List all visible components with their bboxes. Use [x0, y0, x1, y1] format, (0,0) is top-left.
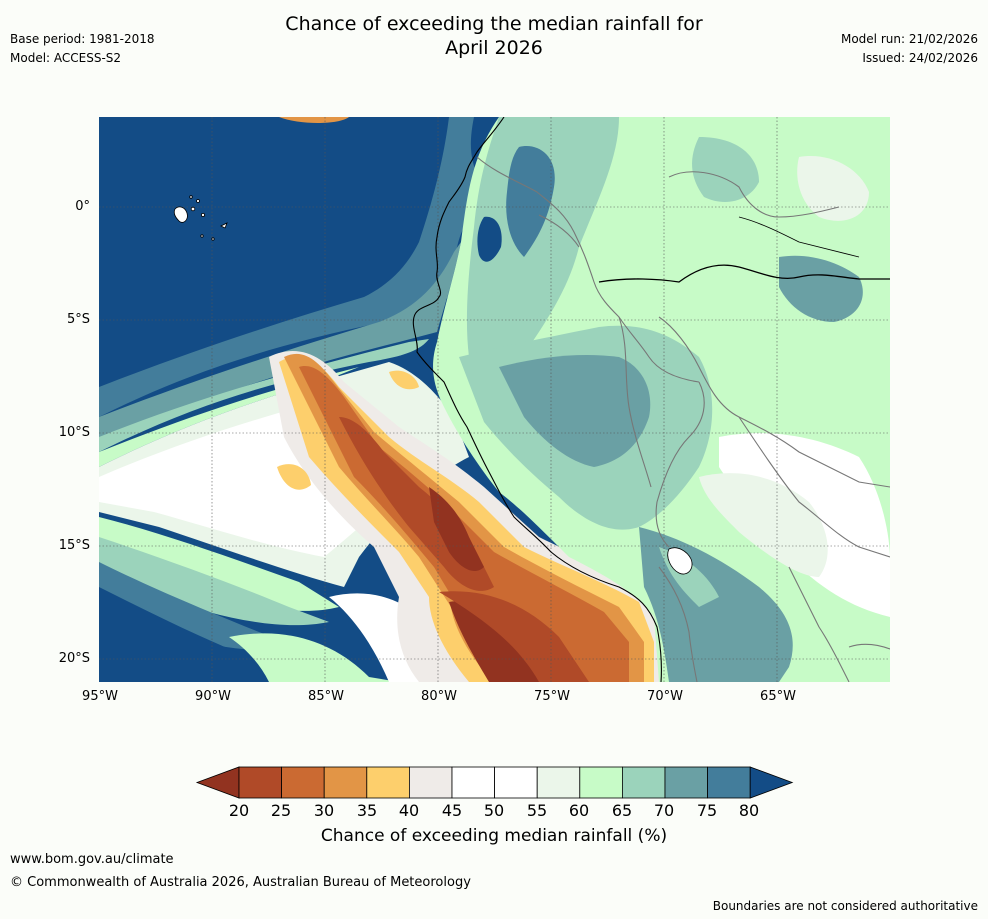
meta-left: Base period: 1981-2018 Model: ACCESS-S2	[10, 30, 155, 68]
colorbar-box	[323, 766, 368, 799]
colorbar-tick: 60	[568, 801, 590, 820]
ocean-south-band-65	[99, 537, 329, 626]
title-line-1: Chance of exceeding the median rainfall …	[285, 13, 703, 35]
dry-zone-25	[299, 366, 629, 682]
ocean-south-pale	[229, 633, 399, 682]
lon-label: 95°W	[82, 689, 118, 704]
lon-label: 65°W	[760, 689, 796, 704]
lon-label: 70°W	[647, 689, 683, 704]
colorbar-tick: 50	[483, 801, 505, 820]
land-teal-north	[466, 117, 619, 364]
model-text: Model: ACCESS-S2	[10, 51, 122, 65]
land-blue-north	[506, 146, 555, 257]
colorbar-box	[664, 766, 708, 799]
dry-zone-20-core	[429, 487, 484, 572]
chart-title: Chance of exceeding the median rainfall …	[0, 12, 988, 60]
map-canvas	[99, 117, 890, 682]
title-line-2: April 2026	[445, 37, 543, 59]
colorbar-tick: 75	[696, 801, 718, 820]
colorbar-box	[494, 766, 538, 799]
colorbar-box	[536, 766, 581, 799]
colorbar-tick: 55	[526, 801, 548, 820]
base-period-text: Base period: 1981-2018	[10, 32, 155, 46]
ocean-band-70	[99, 242, 461, 447]
ocean-south-band-80	[99, 587, 269, 682]
colorbar-tick: 35	[356, 801, 378, 820]
colorbar-box	[451, 766, 495, 799]
meta-right: Model run: 21/02/2026 Issued: 24/02/2026	[841, 30, 978, 68]
land-white-northeast	[797, 156, 869, 221]
land-blue-central	[499, 355, 651, 467]
colorbar-tick: 20	[228, 801, 250, 820]
colorbar-tick: 40	[398, 801, 420, 820]
colorbar-arrow-low	[195, 766, 240, 799]
country-borders	[476, 156, 890, 682]
footer-url: www.bom.gov.au/climate	[10, 852, 174, 867]
colorbar-tick: 30	[313, 801, 335, 820]
land-blue-east	[779, 255, 863, 322]
colorbar-tick: 45	[441, 801, 463, 820]
lat-label: 10°S	[58, 425, 90, 440]
colorbar-box	[281, 766, 325, 799]
land-blue-patch	[477, 216, 502, 262]
colorbar-arrow-high	[749, 766, 794, 799]
colorbar-box	[366, 766, 410, 799]
galapagos-islands	[173, 195, 228, 241]
colorbar-box	[579, 766, 623, 799]
dry-spot-west	[277, 464, 311, 490]
land-teal-northeast	[692, 137, 759, 202]
issued-text: Issued: 24/02/2026	[862, 51, 978, 65]
lon-label: 75°W	[534, 689, 570, 704]
lat-label: 20°S	[58, 651, 90, 666]
dry-zone-south-25	[439, 591, 589, 682]
colorbar-tick: 65	[611, 801, 633, 820]
ocean-south-band-75	[99, 562, 299, 651]
colorbar-box	[621, 766, 666, 799]
colorbar-box	[408, 766, 453, 799]
colorbar-tick: 70	[653, 801, 675, 820]
coastline	[412, 117, 662, 682]
ocean-band-65	[99, 339, 429, 452]
lat-label: 0°	[75, 199, 90, 214]
ocean-band-75	[99, 117, 479, 417]
rainfall-map	[99, 117, 890, 682]
lon-label: 80°W	[421, 689, 457, 704]
colorbar-title: Chance of exceeding median rainfall (%)	[320, 826, 668, 846]
dry-spot-north	[389, 370, 419, 390]
colorbar-box	[707, 766, 751, 799]
colorbar-tick: 80	[738, 801, 760, 820]
land-pale-east	[699, 473, 828, 577]
amazon-river	[598, 264, 890, 283]
model-run-text: Model run: 21/02/2026	[840, 32, 978, 46]
lat-label: 15°S	[58, 538, 90, 553]
dry-spot-topedge	[279, 117, 349, 123]
lon-label: 85°W	[308, 689, 344, 704]
colorbar-box	[238, 766, 282, 799]
dry-zone-20-south	[449, 601, 549, 682]
colorbar-tick: 25	[270, 801, 292, 820]
footer-disclaimer: Boundaries are not considered authoritat…	[712, 899, 978, 913]
lat-label: 5°S	[66, 312, 90, 327]
lon-label: 90°W	[195, 689, 231, 704]
graticule	[99, 117, 890, 682]
colorbar	[195, 766, 794, 799]
footer-copyright: © Commonwealth of Australia 2026, Austra…	[10, 875, 471, 890]
lake-titicaca	[667, 547, 693, 575]
ocean-south-green	[99, 517, 339, 611]
amazon-tributary	[738, 216, 860, 258]
